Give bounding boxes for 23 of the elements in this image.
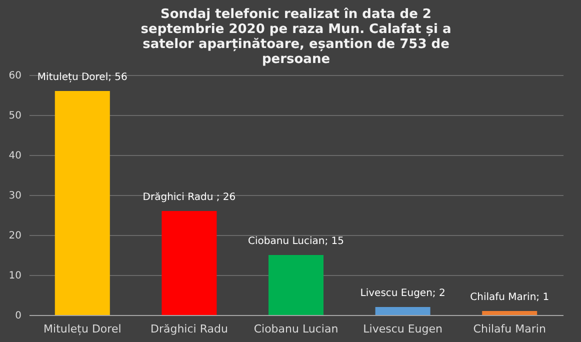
x-tick-label: Drăghici Radu <box>150 322 228 336</box>
y-tick-label: 50 <box>8 110 22 122</box>
data-label: Chilafu Marin; 1 <box>470 292 550 303</box>
y-tick-label: 0 <box>15 310 22 322</box>
y-tick-label: 60 <box>8 70 22 82</box>
bar <box>482 311 538 315</box>
bar <box>162 211 217 315</box>
y-tick-label: 40 <box>8 150 22 162</box>
y-tick-label: 20 <box>8 230 22 242</box>
data-label: Ciobanu Lucian; 15 <box>248 236 344 247</box>
data-label: Livescu Eugen; 2 <box>360 288 446 299</box>
bar <box>375 307 430 315</box>
y-tick-label: 30 <box>8 190 22 202</box>
x-tick-label: Ciobanu Lucian <box>254 322 338 336</box>
bar <box>268 255 324 315</box>
data-label: Mitulețu Dorel; 56 <box>37 72 128 83</box>
bar <box>54 91 110 315</box>
x-tick-label: Mitulețu Dorel <box>44 322 122 336</box>
chart-title: Sondaj telefonic realizat în data de 2 septembrie 2020 pe raza Mun. Calafat și a satelor aparținătoare, eșantion de 753 de persoane <box>140 7 452 67</box>
y-tick-label: 10 <box>8 270 22 282</box>
x-tick-label: Chilafu Marin <box>473 322 546 336</box>
x-tick-label: Livescu Eugen <box>363 322 442 336</box>
data-label: Drăghici Radu ; 26 <box>142 192 236 203</box>
